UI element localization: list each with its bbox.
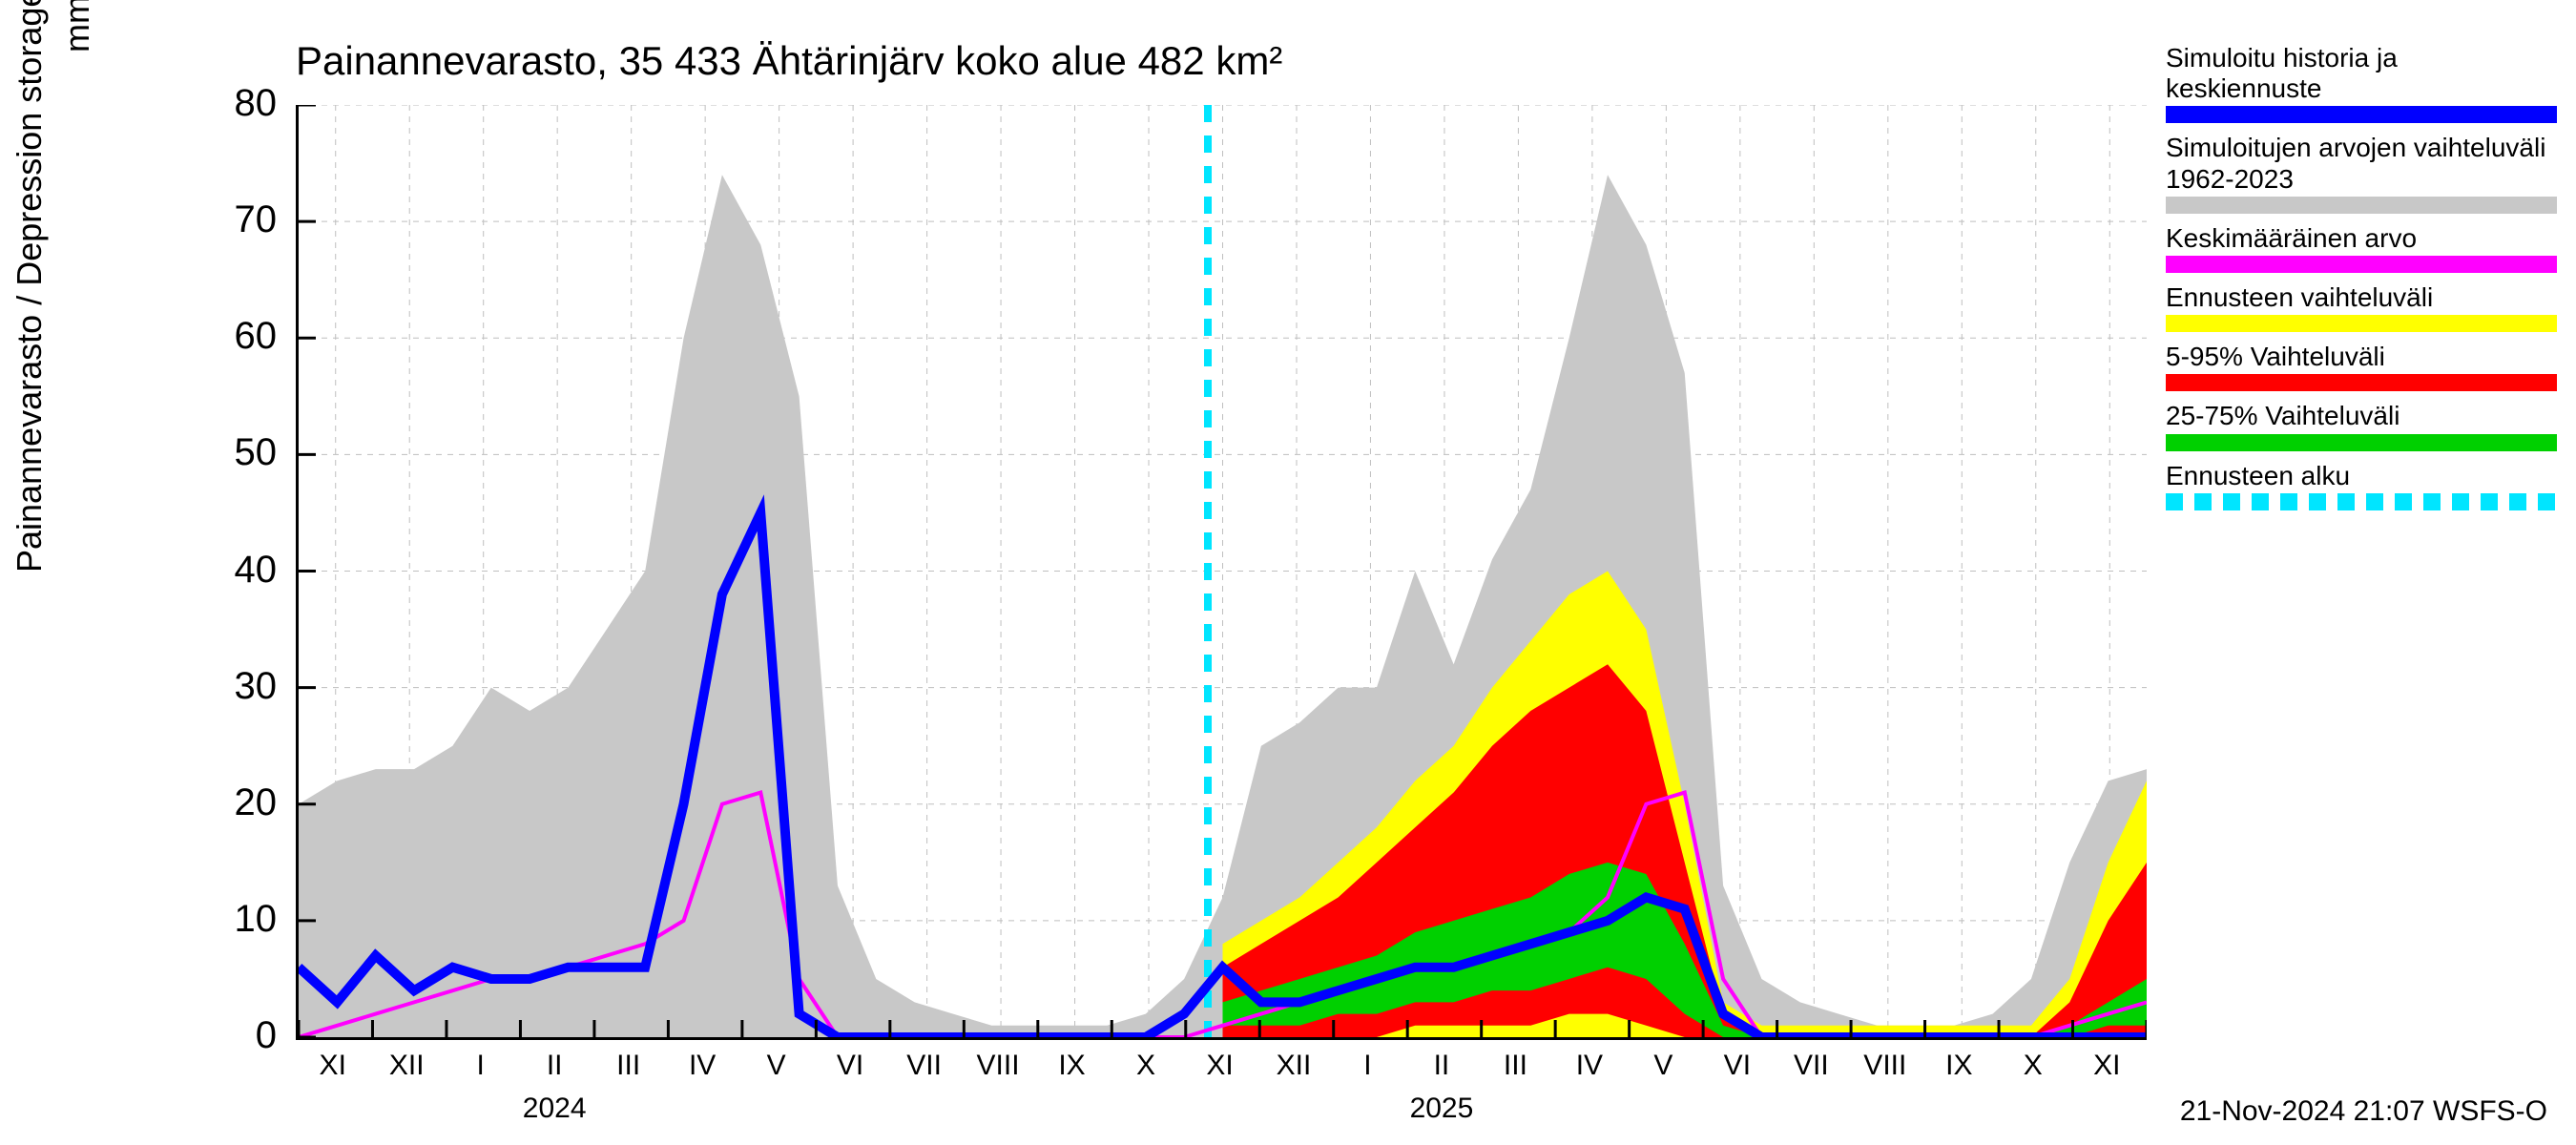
legend-swatch — [2166, 256, 2557, 273]
legend-swatch — [2166, 106, 2557, 123]
legend: Simuloitu historia ja keskiennuste Simulo… — [2166, 43, 2557, 520]
x-tick-month: I — [1363, 1050, 1371, 1082]
legend-label: Simuloitu historia ja keskiennuste — [2166, 43, 2557, 104]
chart-svg — [299, 105, 2147, 1037]
x-tick-month: II — [547, 1050, 563, 1082]
x-tick-month: IV — [1576, 1050, 1603, 1082]
y-tick: 80 — [200, 82, 277, 125]
x-tick-month: VI — [1724, 1050, 1751, 1082]
x-tick-month: VII — [1794, 1050, 1829, 1082]
legend-swatch — [2166, 197, 2557, 214]
x-tick-month: XII — [389, 1050, 425, 1082]
chart-title: Painannevarasto, 35 433 Ähtärinjärv koko… — [296, 38, 1282, 84]
legend-entry: Simuloitujen arvojen vaihteluväli 1962-2… — [2166, 133, 2557, 213]
plot-area — [296, 105, 2147, 1040]
y-tick: 70 — [200, 198, 277, 241]
y-tick: 40 — [200, 549, 277, 592]
legend-entry: Keskimääräinen arvo — [2166, 223, 2557, 273]
legend-label: Keskimääräinen arvo — [2166, 223, 2557, 254]
footer-timestamp: 21-Nov-2024 21:07 WSFS-O — [2180, 1095, 2547, 1128]
legend-entry: 25-75% Vaihteluväli — [2166, 401, 2557, 450]
legend-swatch — [2166, 493, 2557, 510]
x-tick-month: VII — [906, 1050, 942, 1082]
legend-entry: 5-95% Vaihteluväli — [2166, 342, 2557, 391]
legend-label: Ennusteen alku — [2166, 461, 2557, 491]
y-tick: 60 — [200, 315, 277, 358]
x-tick-month: III — [616, 1050, 640, 1082]
x-tick-month: XI — [1206, 1050, 1233, 1082]
x-tick-month: IV — [689, 1050, 716, 1082]
x-tick-month: X — [2024, 1050, 2043, 1082]
x-tick-month: IX — [1945, 1050, 1972, 1082]
legend-label: 25-75% Vaihteluväli — [2166, 401, 2557, 431]
legend-entry: Ennusteen vaihteluväli — [2166, 282, 2557, 332]
x-tick-month: VIII — [977, 1050, 1020, 1082]
x-tick-month: XII — [1277, 1050, 1312, 1082]
legend-label: 5-95% Vaihteluväli — [2166, 342, 2557, 372]
legend-entry: Ennusteen alku — [2166, 461, 2557, 510]
y-axis-label: Painannevarasto / Depression storage — [10, 0, 50, 572]
x-tick-month: VI — [837, 1050, 863, 1082]
x-tick-month: X — [1136, 1050, 1155, 1082]
x-tick-month: I — [477, 1050, 485, 1082]
x-tick-month: III — [1504, 1050, 1527, 1082]
chart-container: Painannevarasto / Depression storage mm … — [0, 0, 2576, 1145]
legend-label: Simuloitujen arvojen vaihteluväli 1962-2… — [2166, 133, 2557, 194]
legend-swatch — [2166, 374, 2557, 391]
x-tick-month: XI — [320, 1050, 346, 1082]
y-tick: 50 — [200, 431, 277, 474]
x-tick-month: XI — [2093, 1050, 2120, 1082]
x-tick-month: VIII — [1863, 1050, 1906, 1082]
y-axis-unit: mm — [57, 0, 97, 52]
x-tick-month: IX — [1058, 1050, 1085, 1082]
x-tick-month: II — [1434, 1050, 1450, 1082]
x-tick-month: V — [767, 1050, 786, 1082]
x-tick-month: V — [1653, 1050, 1672, 1082]
x-tick-year: 2024 — [523, 1093, 587, 1125]
y-tick: 20 — [200, 781, 277, 824]
y-tick: 10 — [200, 898, 277, 941]
legend-swatch — [2166, 315, 2557, 332]
legend-entry: Simuloitu historia ja keskiennuste — [2166, 43, 2557, 123]
y-tick: 0 — [200, 1014, 277, 1057]
legend-swatch — [2166, 434, 2557, 451]
y-tick: 30 — [200, 665, 277, 708]
x-tick-year: 2025 — [1410, 1093, 1474, 1125]
legend-label: Ennusteen vaihteluväli — [2166, 282, 2557, 313]
